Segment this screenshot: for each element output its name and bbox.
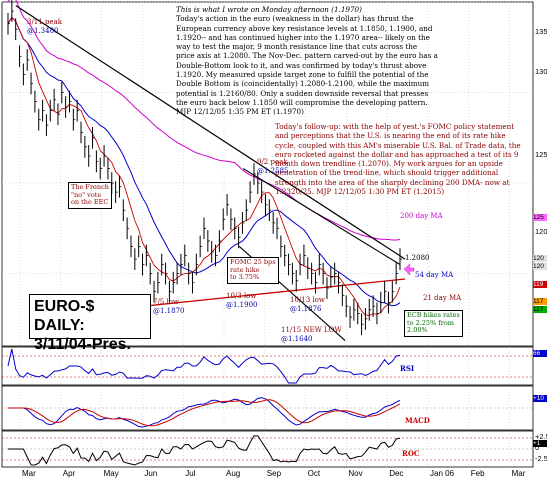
- up-arrow: [403, 263, 415, 276]
- x-tick-label: Nov: [348, 469, 362, 478]
- macd-tag: +10: [533, 395, 547, 402]
- price-tag: 119: [533, 281, 547, 288]
- note-french-vote: The French "no" vote on the EEC: [68, 182, 112, 209]
- indicator-lines: [2, 348, 533, 466]
- commentary-followup: Today's follow-up: with the help of yest…: [275, 122, 521, 197]
- x-tick-label: Jan 06: [430, 469, 455, 478]
- macd-signal-line: [8, 399, 401, 427]
- annotation-sep-peak: 9/2 peak @1.2585: [257, 158, 289, 175]
- ma-200-line: [7, 0, 401, 241]
- price-tag: 120: [533, 255, 547, 262]
- price-panel: [1, 1, 534, 347]
- x-tick-label: Feb: [471, 469, 485, 478]
- price-tag: 125: [533, 214, 547, 221]
- resistance-trendline: [15, 5, 406, 260]
- x-tick-label: Jun: [144, 469, 157, 478]
- macd-line: [8, 397, 401, 428]
- annotation-current: 1.2080: [405, 254, 430, 262]
- label-54-day-ma: 54 day MA: [415, 271, 454, 279]
- roc-tag: +1: [533, 440, 547, 447]
- x-tick-label: Mar: [22, 469, 36, 478]
- commentary-body: Today's action in the euro (weakness in …: [176, 14, 438, 117]
- chart-title: EURO-$ DAILY:: [34, 298, 95, 334]
- annotation-march-peak: 3/11 peak @1.3480: [27, 18, 62, 35]
- x-tick-label: May: [104, 469, 119, 478]
- annotation-nov-low: 11/15 NEW LOW @1.1640: [281, 326, 342, 343]
- price-tag: 120: [533, 263, 547, 270]
- x-tick-label: Jul: [185, 469, 195, 478]
- price-tag: 117: [533, 298, 547, 305]
- rsi-tag: 66: [533, 350, 547, 357]
- roc-tick-plus: +2.5: [535, 432, 547, 441]
- y-tick-125: 125: [535, 150, 547, 159]
- x-tick-label: Apr: [63, 469, 76, 478]
- price-tag: 117: [533, 306, 547, 313]
- roc-label: ROC: [402, 449, 420, 458]
- annotation-oct13-low: 10/13 low @1.1876: [290, 296, 325, 313]
- chart-title-box: EURO-$ DAILY: 3/11/04-Pres.: [29, 294, 151, 353]
- price-bars: [7, 0, 402, 336]
- x-tick-label: Sep: [267, 469, 282, 478]
- annotation-july-low: 7/5 low @1.1870: [153, 298, 185, 315]
- y-tick-130: 130: [535, 67, 547, 76]
- rsi-panel: [1, 346, 534, 386]
- rsi-label: RSI: [400, 364, 415, 373]
- x-axis: Mar Apr May Jun Jul Aug Sep Oct Nov Dec Jan 06 Feb M…: [22, 469, 526, 478]
- macd-label: MACD: [405, 416, 430, 425]
- x-tick-label: Mar: [512, 469, 526, 478]
- label-200-day-ma: 200 day MA: [400, 212, 443, 220]
- trendline-sep-peak: [242, 168, 401, 265]
- x-tick-label: Aug: [226, 469, 240, 478]
- chart-subtitle: 3/11/04-Pres.: [34, 336, 131, 353]
- x-tick-label: Oct: [308, 469, 321, 478]
- rsi-line: [7, 348, 401, 384]
- annotation-oct3-low: 10/3 low @1.1900: [226, 292, 258, 309]
- roc-tick-minus: -2.5: [535, 454, 547, 463]
- label-21-day-ma: 21 day MA: [423, 294, 462, 302]
- roc-tick-zero: 0: [535, 443, 540, 452]
- x-tick-label: Dec: [389, 469, 403, 478]
- y-tick-120: 120: [535, 227, 547, 236]
- grid-lines: [2, 1, 533, 467]
- roc-line: [8, 435, 401, 466]
- note-fomc-hike: FOMC 25 bps rate hike to 3.75%: [227, 257, 279, 284]
- y-tick-135: 135: [535, 27, 547, 36]
- commentary-original: This is what I wrote on Monday afternoon…: [176, 5, 438, 117]
- commentary-lead: This is what I wrote on Monday afternoon…: [176, 5, 362, 14]
- note-ecb-hike: ECB hikes rates to 2.25% from 2.00%: [404, 310, 463, 337]
